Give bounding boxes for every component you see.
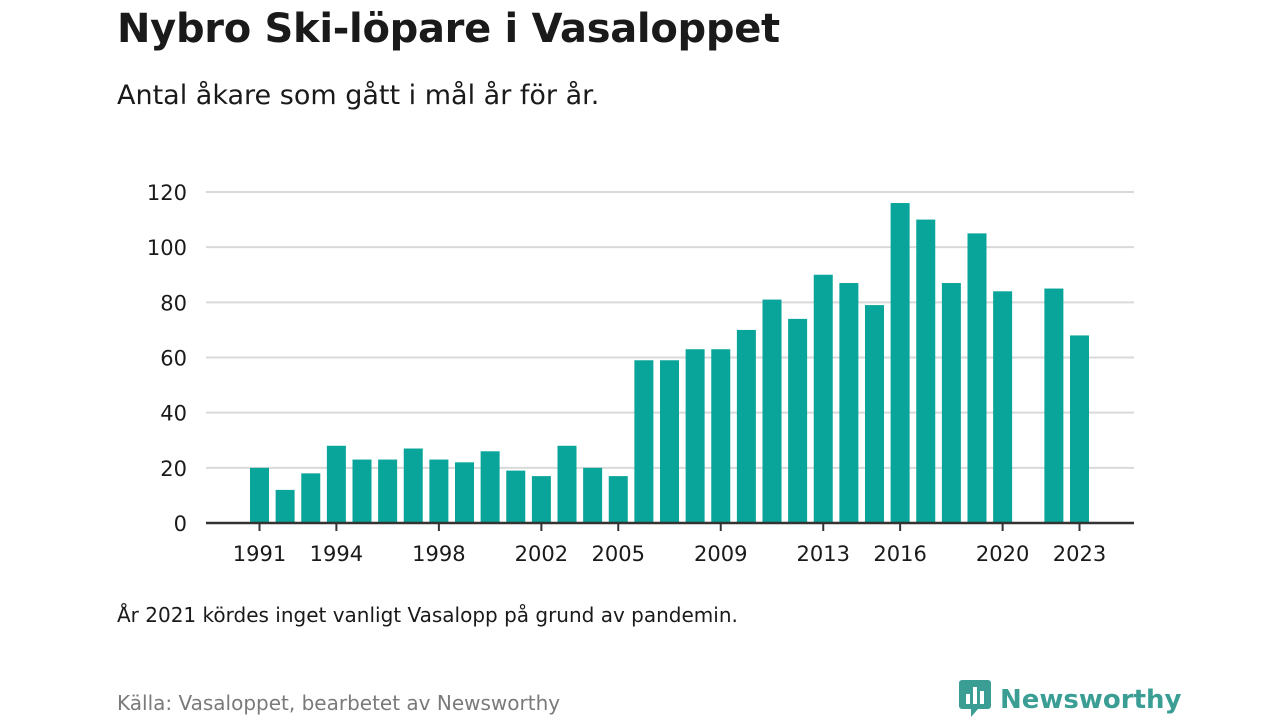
bar-2014 [839,283,859,523]
bar-1992 [275,489,295,523]
bar-2019 [967,233,987,523]
bars [250,203,1089,524]
bar-2009 [711,349,731,523]
bar-2001 [506,470,526,523]
bar-1993 [301,473,321,523]
x-tick-label: 1991 [233,542,286,566]
bar-chart: 0 20 40 60 80 100 120 1991 1994 1998 2002 2005 2009… [147,181,1134,566]
brand-logo[interactable]: Newsworthy [958,678,1181,722]
bar-2007 [660,360,679,523]
footnote: År 2021 kördes inget vanligt Vasalopp på… [117,603,738,627]
bar-2004 [583,467,603,523]
newsworthy-logo-icon [958,678,992,722]
bar-2013 [813,274,833,523]
y-tick-label: 40 [160,402,187,426]
x-tick-label: 1994 [310,542,363,566]
bar-2002 [531,476,551,523]
bar-1999 [455,462,474,523]
bar-2015 [865,305,884,523]
x-tick-label: 2016 [873,542,926,566]
bar-2016 [890,203,910,524]
x-tick-label: 2002 [515,542,568,566]
bar-2022 [1044,288,1064,523]
bar-1991 [250,467,269,523]
x-tick-label: 2009 [694,542,747,566]
x-tick-label: 2020 [976,542,1029,566]
brand-name: Newsworthy [1000,685,1182,715]
bar-2005 [608,476,628,523]
bar-2008 [685,349,705,523]
bar-1994 [326,445,346,523]
x-tick-label: 1998 [412,542,465,566]
bar-2012 [788,318,808,523]
bar-2000 [480,451,500,523]
x-tick-label: 2023 [1053,542,1106,566]
y-tick-label: 120 [147,181,187,205]
bar-1998 [429,459,449,523]
chart-title: Nybro Ski-löpare i Vasaloppet [117,6,780,52]
bar-1995 [352,459,372,523]
x-tick-label: 2013 [797,542,850,566]
bar-1997 [403,448,423,523]
bar-2003 [557,445,577,523]
bar-2010 [736,329,756,523]
y-tick-label: 20 [160,457,187,481]
x-tick-label: 2005 [592,542,645,566]
y-axis-labels: 0 20 40 60 80 100 120 [147,181,187,536]
source-text: Källa: Vasaloppet, bearbetet av Newswort… [117,691,561,715]
bar-2006 [634,360,654,523]
chart-subtitle: Antal åkare som gått i mål år för år. [117,80,600,111]
bar-1996 [378,459,398,523]
y-tick-label: 60 [160,347,187,371]
bar-2018 [941,283,961,523]
bar-2011 [762,299,782,523]
y-tick-label: 100 [147,236,187,260]
y-tick-label: 0 [174,512,187,536]
bar-2020 [993,291,1013,523]
y-tick-label: 80 [160,291,187,315]
bar-2023 [1070,335,1089,523]
x-axis-labels: 1991 1994 1998 2002 2005 2009 2013 2016 2020 2023 [233,523,1106,566]
bar-2017 [916,219,936,524]
